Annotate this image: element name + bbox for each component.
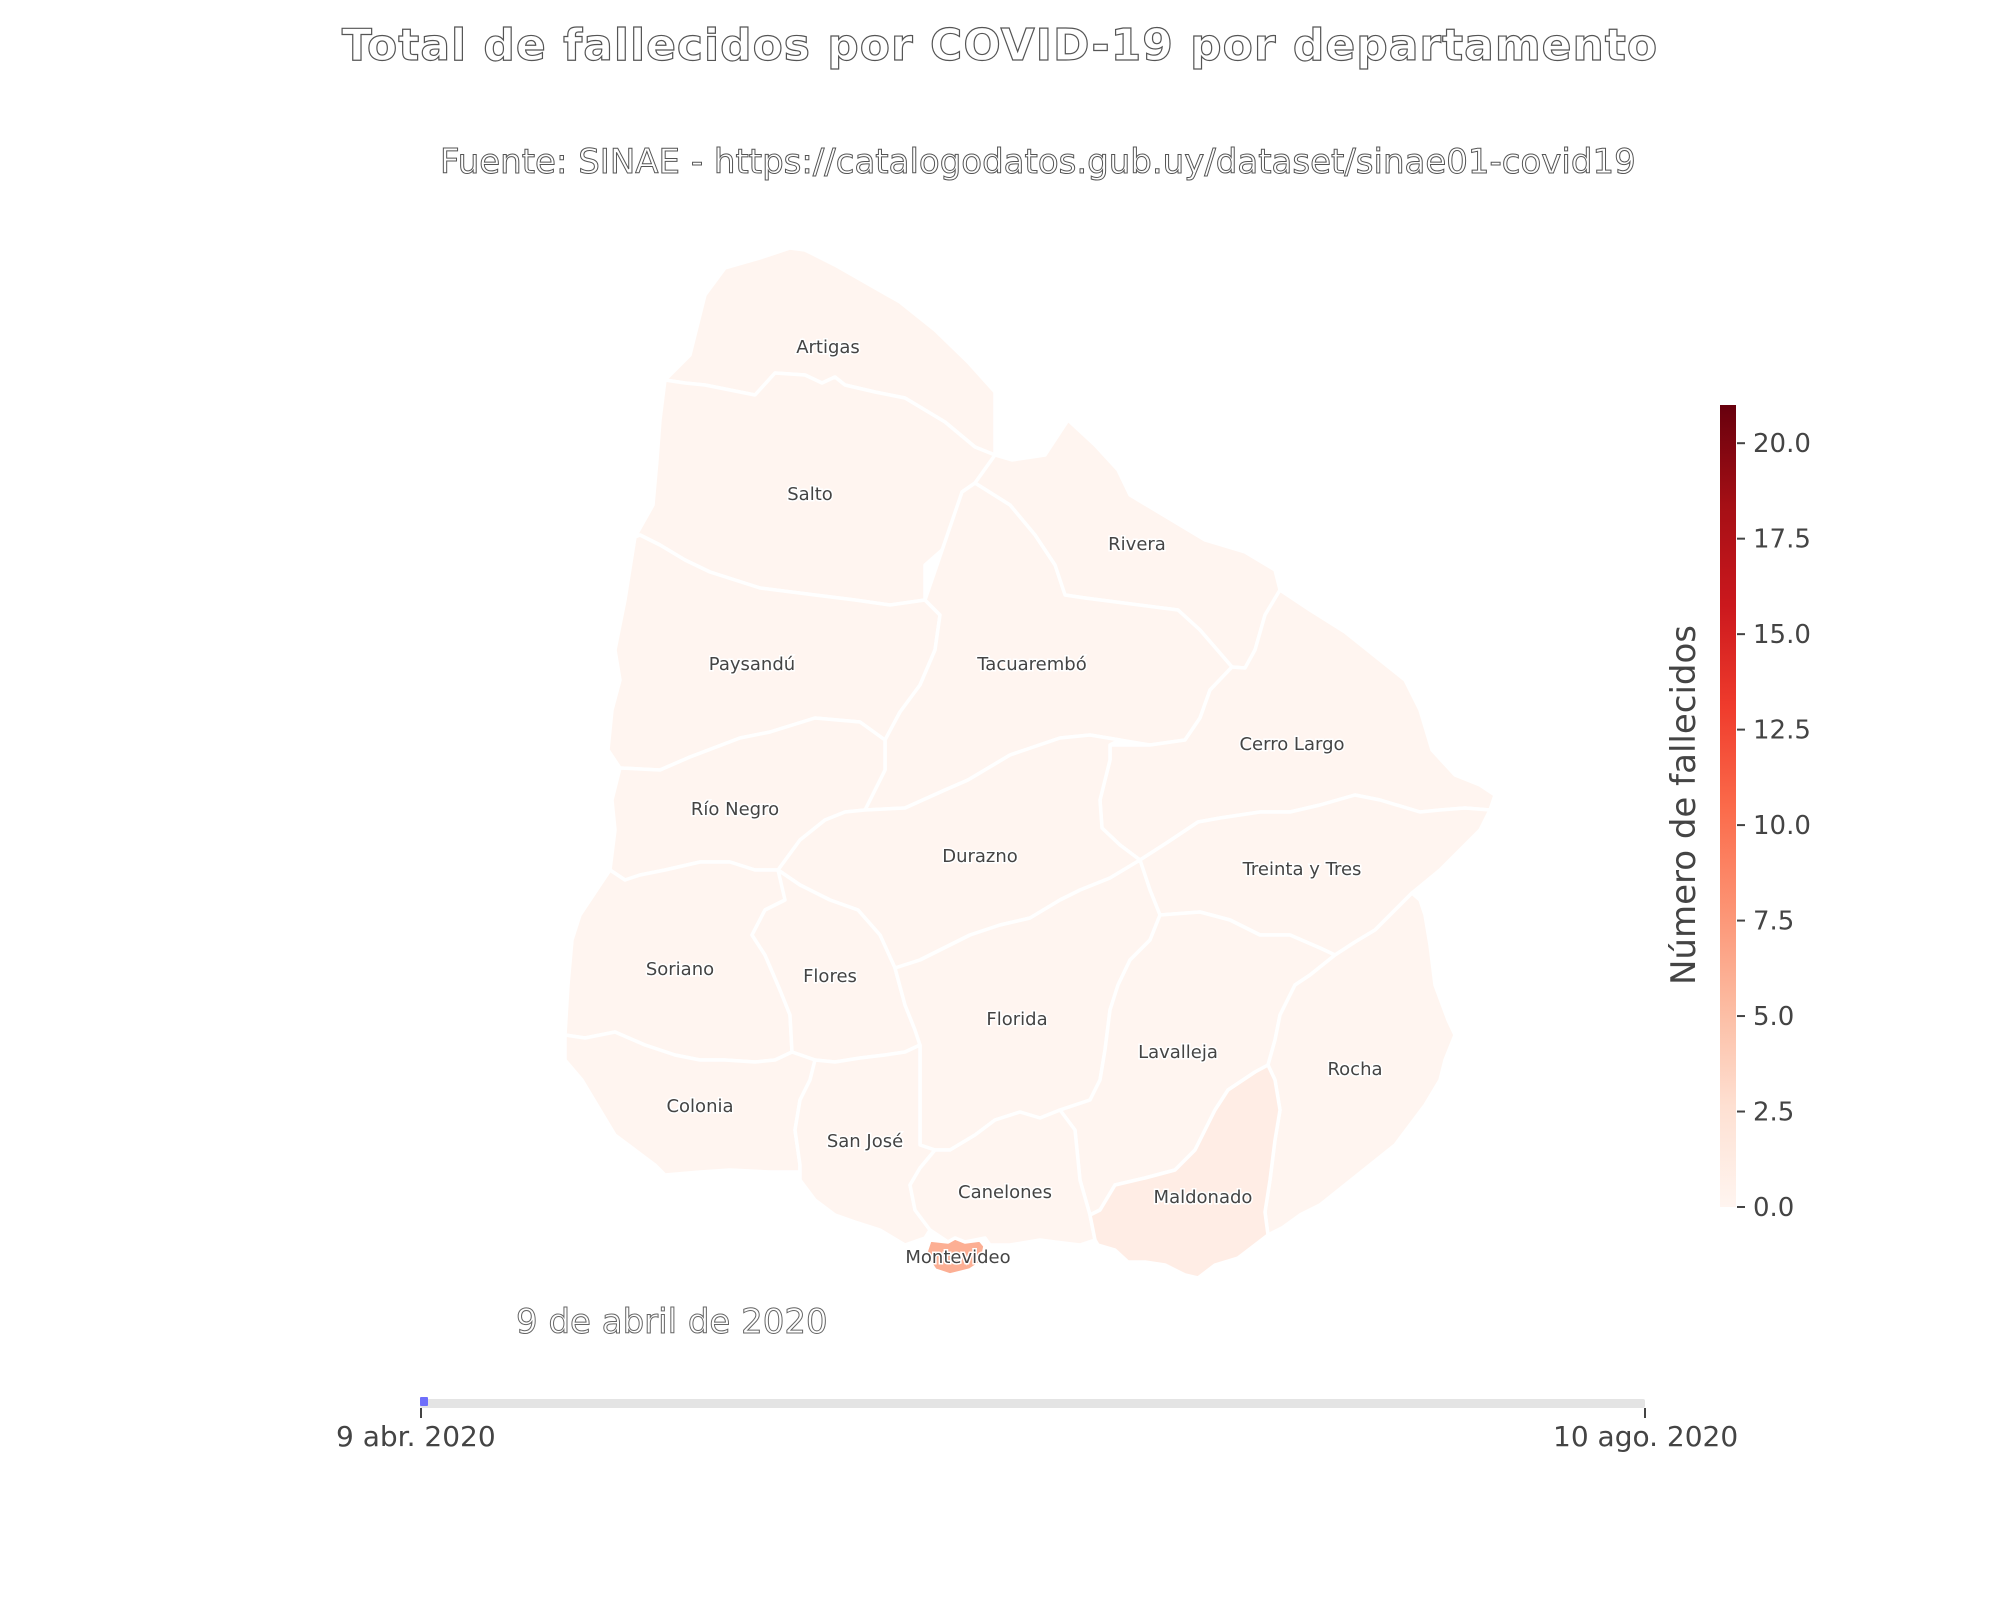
department-maldonado[interactable]: [1088, 1063, 1282, 1280]
department-label-canelones: Canelones: [958, 1182, 1052, 1203]
department-tacuarembo[interactable]: [863, 481, 1234, 812]
colorbar-gradient: [1720, 405, 1736, 1207]
chart-subtitle: Fuente: SINAE - https://catalogodatos.gu…: [440, 142, 1637, 183]
colorbar-tick-label: 5.0: [1753, 1002, 1794, 1032]
colorbar-title: Número de fallecidos: [1664, 625, 1704, 985]
colorbar-tick-label: 2.5: [1753, 1098, 1794, 1128]
department-label-durazno: Durazno: [942, 846, 1018, 867]
department-label-rivera: Rivera: [1108, 534, 1166, 555]
colorbar: 0.0 2.5 5.0 7.5 10.0 12.5 15.0 17.5 20.0 Número …: [1664, 405, 1811, 1223]
department-label-cerro-largo: Cerro Largo: [1239, 734, 1344, 755]
slider-end-label: 10 ago. 2020: [1553, 1420, 1739, 1453]
department-label-soriano: Soriano: [646, 959, 714, 980]
department-label-flores: Flores: [803, 966, 857, 987]
current-date-label: 9 de abril de 2020: [516, 1302, 829, 1343]
department-label-rio-negro: Río Negro: [691, 799, 779, 820]
chart-title: Total de fallecidos por COVID-19 por dep…: [341, 19, 1659, 71]
department-label-lavalleja: Lavalleja: [1138, 1042, 1218, 1063]
colorbar-tick-label: 7.5: [1753, 907, 1794, 937]
colorbar-tick-label: 0.0: [1753, 1193, 1794, 1223]
department-label-salto: Salto: [787, 484, 833, 505]
slider-end-tick: [1644, 1408, 1646, 1418]
department-label-paysandu: Paysandú: [709, 654, 795, 675]
department-label-tacuarembo: Tacuarembó: [976, 654, 1086, 675]
date-slider-handle[interactable]: [420, 1397, 428, 1406]
colorbar-tick-label: 10.0: [1753, 811, 1811, 841]
colorbar-tick-label: 12.5: [1753, 716, 1811, 746]
department-montevideo[interactable]: [923, 1236, 987, 1277]
date-slider-track[interactable]: [420, 1399, 1645, 1408]
department-label-florida: Florida: [986, 1009, 1047, 1030]
department-label-rocha: Rocha: [1327, 1059, 1382, 1080]
department-label-maldonado: Maldonado: [1154, 1187, 1253, 1208]
department-label-san-jose: San José: [827, 1131, 903, 1152]
department-canelones[interactable]: [908, 1108, 1097, 1247]
colorbar-tick-label: 15.0: [1753, 620, 1811, 650]
slider-start-label: 9 abr. 2020: [336, 1420, 496, 1453]
department-label-treinta-y-tres: Treinta y Tres: [1242, 859, 1362, 880]
department-label-montevideo: Montevideo: [905, 1247, 1010, 1268]
colorbar-tick-label: 20.0: [1753, 429, 1811, 459]
colorbar-tick-label: 17.5: [1753, 525, 1811, 555]
department-label-colonia: Colonia: [666, 1096, 733, 1117]
department-label-artigas: Artigas: [796, 337, 860, 358]
slider-start-tick: [420, 1408, 422, 1418]
